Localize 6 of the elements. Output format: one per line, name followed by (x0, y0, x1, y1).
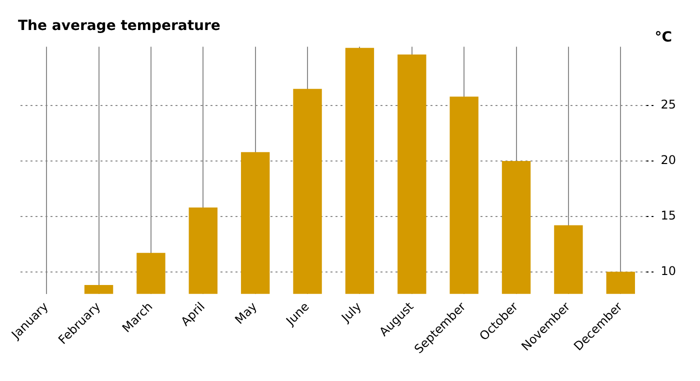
y-tick-label: 10 (660, 264, 676, 278)
y-axis-title: °C (654, 29, 672, 46)
chart-title: The average temperature (18, 18, 220, 34)
y-tick-label: 25 (660, 98, 676, 112)
y-tick-label: 15 (660, 208, 676, 222)
y-tick-label: 20 (660, 153, 676, 168)
